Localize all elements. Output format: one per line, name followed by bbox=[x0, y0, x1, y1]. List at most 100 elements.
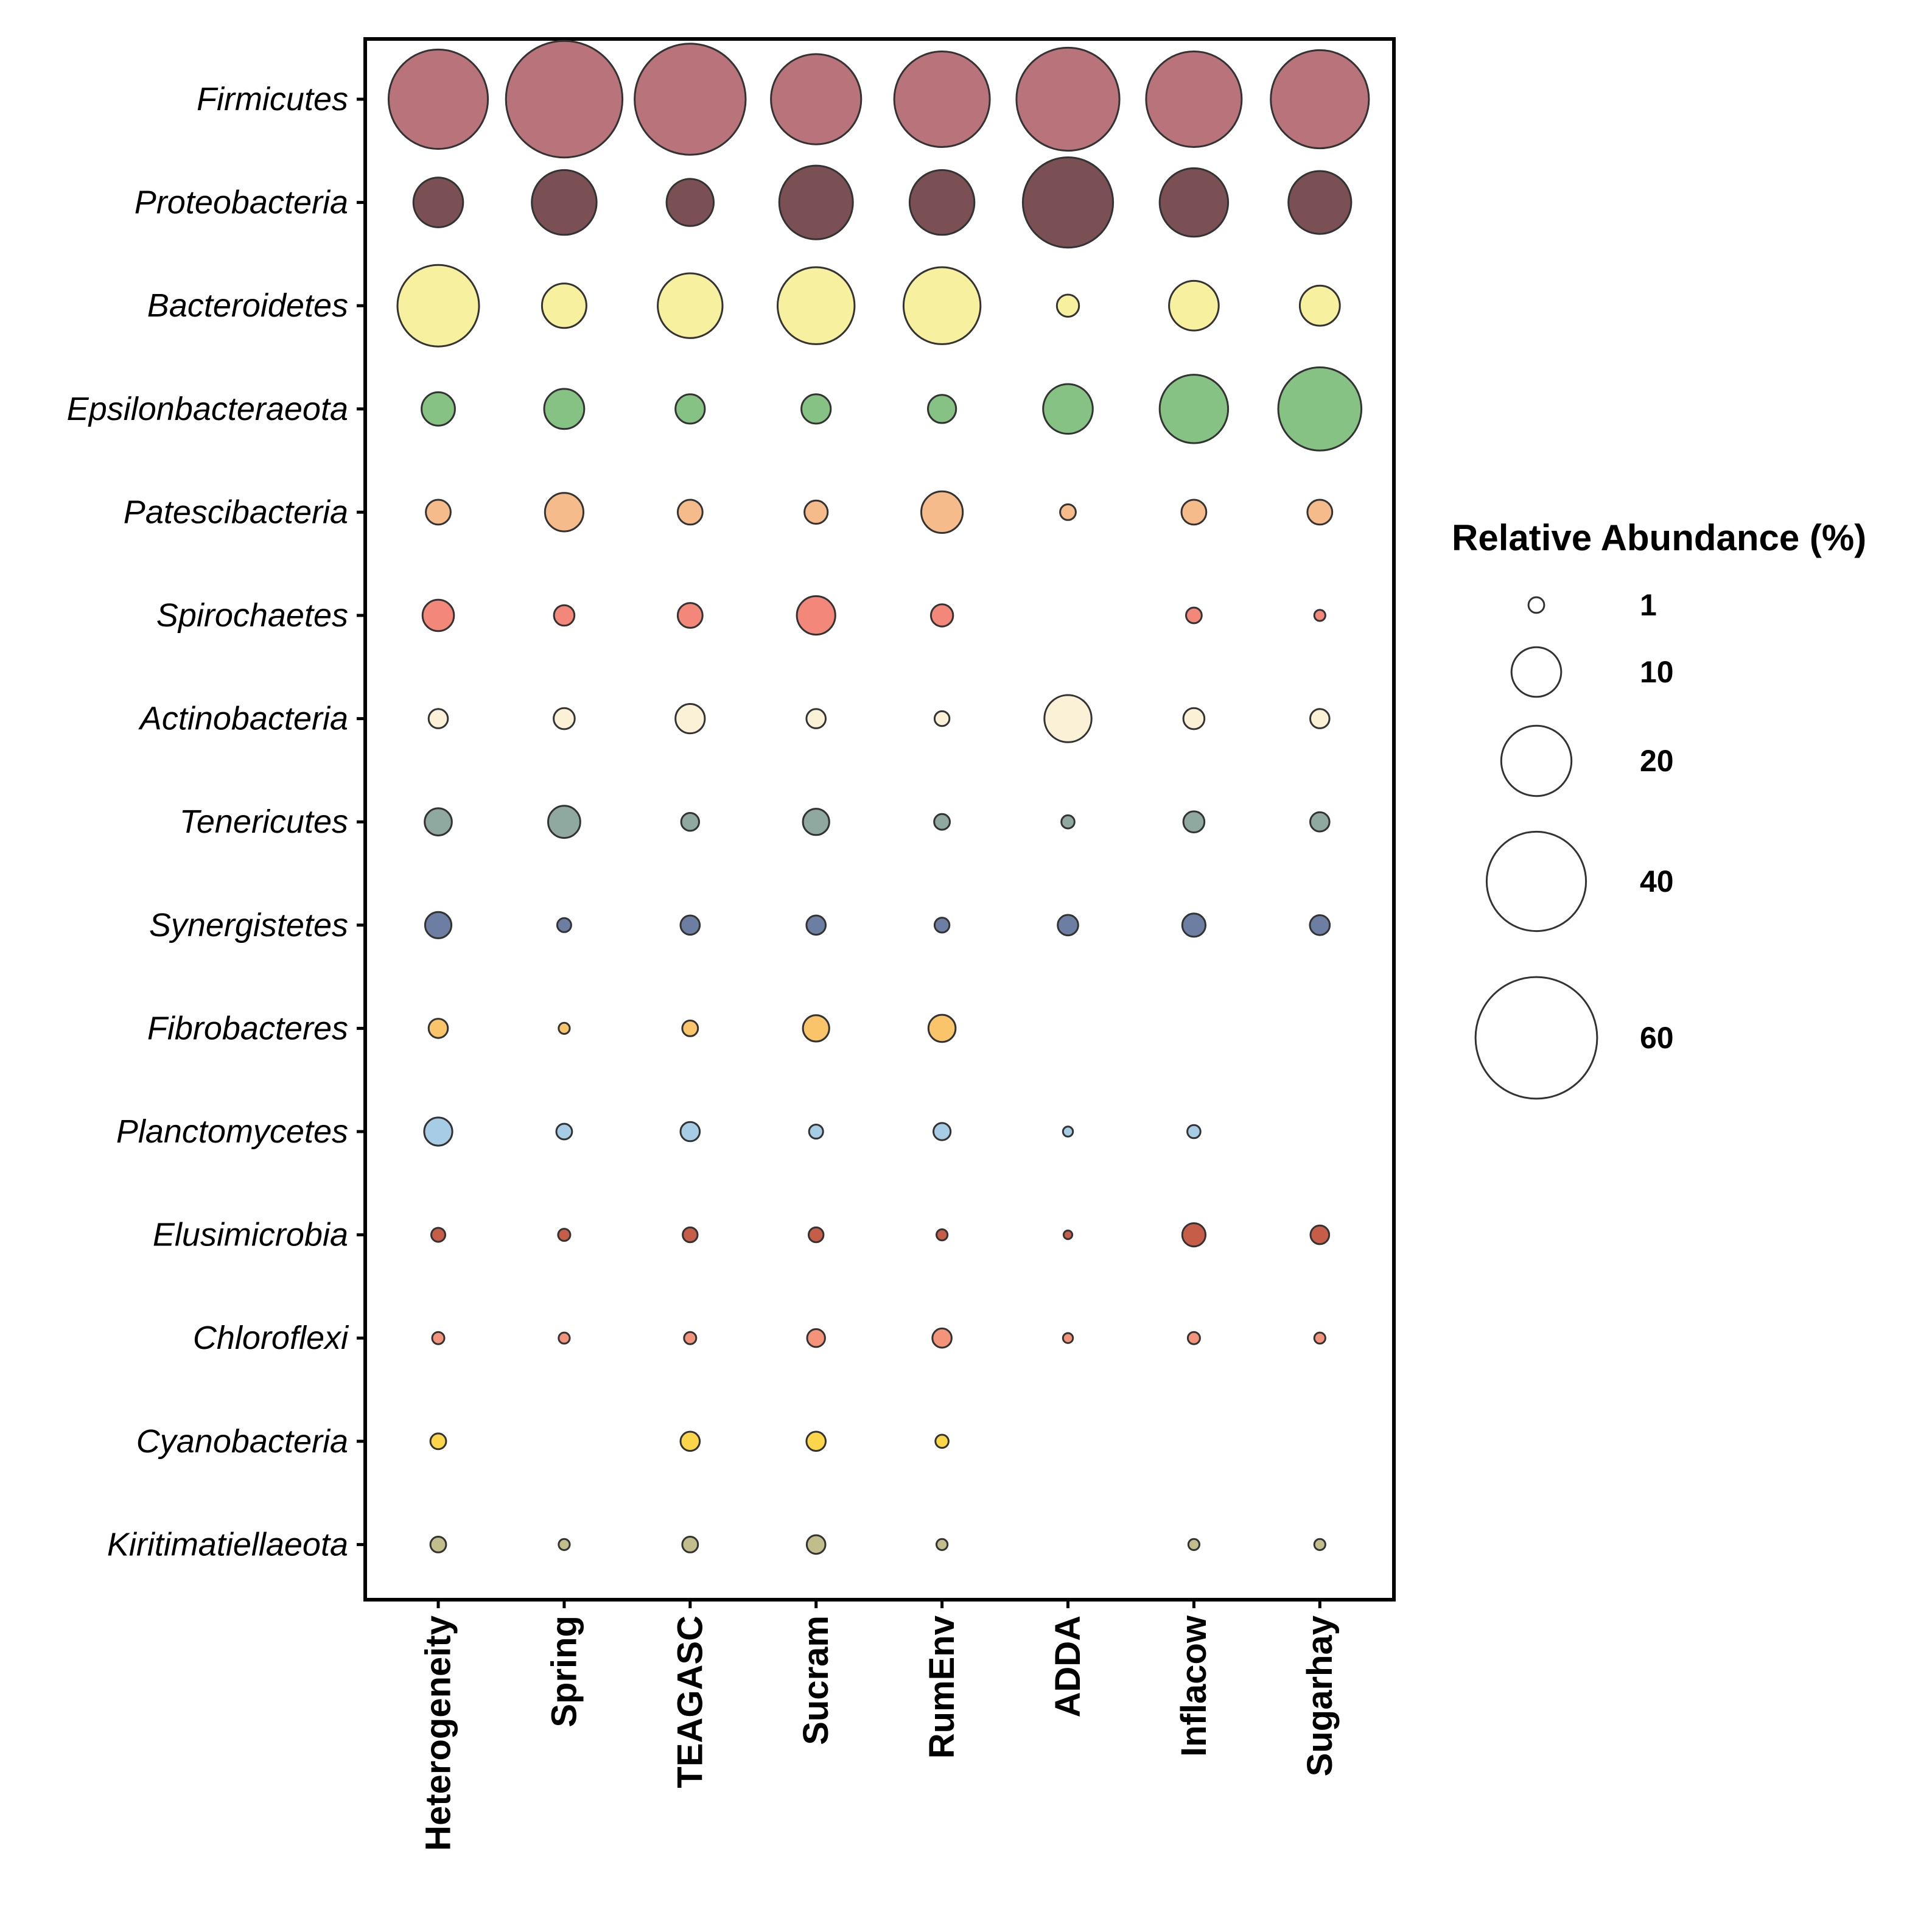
bubble-actinobacteria-spring bbox=[553, 707, 576, 730]
bubble-proteobacteria-sugarhay bbox=[1287, 170, 1353, 235]
y-tick-label-bacteroidetes: Bacteroidetes bbox=[147, 287, 348, 324]
y-tick-label-elusimicrobia: Elusimicrobia bbox=[153, 1217, 348, 1253]
y-tick-label-proteobacteria: Proteobacteria bbox=[135, 184, 348, 221]
bubble-kiritimatiellaeota-sucram bbox=[805, 1534, 827, 1555]
bubble-actinobacteria-inflacow bbox=[1182, 707, 1206, 730]
bubble-tenericutes-rumenv bbox=[933, 813, 951, 831]
bubble-epsilonbacteraeota-sucram bbox=[800, 393, 832, 425]
bubble-bacteroidetes-teagasc bbox=[657, 272, 724, 339]
bubble-proteobacteria-sucram bbox=[778, 164, 854, 240]
legend-size-40 bbox=[1485, 830, 1587, 933]
legend-label-1: 1 bbox=[1640, 588, 1657, 622]
bubble-firmicutes-adda bbox=[1015, 46, 1121, 152]
legend-label-60: 60 bbox=[1640, 1021, 1674, 1055]
legend-size-60 bbox=[1474, 976, 1598, 1100]
bubble-synergistetes-inflacow bbox=[1181, 912, 1207, 938]
bubble-kiritimatiellaeota-heterogeneity bbox=[429, 1536, 447, 1553]
bubble-fibrobacteres-sucram bbox=[802, 1014, 830, 1043]
bubble-actinobacteria-sucram bbox=[805, 708, 827, 729]
bubble-elusimicrobia-rumenv bbox=[936, 1228, 949, 1242]
bubble-chloroflexi-spring bbox=[558, 1331, 571, 1345]
legend-size-1 bbox=[1527, 596, 1545, 614]
y-tick-label-kiritimatiellaeota: Kiritimatiellaeota bbox=[107, 1526, 348, 1563]
bubble-tenericutes-spring bbox=[547, 805, 581, 839]
bubble-chloroflexi-heterogeneity bbox=[431, 1331, 446, 1345]
bubble-kiritimatiellaeota-inflacow bbox=[1187, 1538, 1201, 1551]
bubble-synergistetes-sugarhay bbox=[1309, 914, 1331, 936]
bubble-proteobacteria-inflacow bbox=[1158, 167, 1230, 238]
bubble-firmicutes-spring bbox=[505, 40, 624, 159]
bubble-patescibacteria-rumenv bbox=[920, 490, 964, 534]
bubble-actinobacteria-rumenv bbox=[933, 710, 951, 727]
bubble-firmicutes-sugarhay bbox=[1270, 49, 1370, 150]
bubble-planctomycetes-inflacow bbox=[1186, 1124, 1202, 1140]
x-tick-label-inflacow: Inflacow bbox=[1174, 1615, 1214, 1757]
bubble-bacteroidetes-sugarhay bbox=[1298, 284, 1341, 327]
bubble-patescibacteria-teagasc bbox=[676, 499, 704, 526]
bubble-fibrobacteres-heterogeneity bbox=[427, 1018, 449, 1039]
bubble-tenericutes-heterogeneity bbox=[424, 807, 453, 836]
bubble-actinobacteria-teagasc bbox=[674, 703, 706, 735]
size-legend: Relative Abundance (%) 1 10 20 40 60 bbox=[1452, 517, 1866, 1100]
x-tick-label-teagasc: TEAGASC bbox=[670, 1616, 710, 1788]
bubble-patescibacteria-sugarhay bbox=[1306, 499, 1334, 526]
bubble-cyanobacteria-heterogeneity bbox=[429, 1432, 447, 1451]
y-tick-label-patescibacteria: Patescibacteria bbox=[124, 494, 348, 530]
bubble-firmicutes-rumenv bbox=[893, 51, 991, 148]
bubble-proteobacteria-teagasc bbox=[665, 178, 715, 227]
bubble-epsilonbacteraeota-heterogeneity bbox=[421, 391, 456, 427]
bubble-synergistetes-sucram bbox=[805, 914, 827, 936]
bubble-bacteroidetes-adda bbox=[1055, 293, 1080, 318]
legend-label-40: 40 bbox=[1640, 864, 1674, 898]
bubble-planctomycetes-teagasc bbox=[679, 1121, 701, 1143]
bubble-planctomycetes-rumenv bbox=[933, 1122, 952, 1141]
bubble-epsilonbacteraeota-teagasc bbox=[674, 393, 706, 425]
legend-title: Relative Abundance (%) bbox=[1452, 517, 1866, 558]
bubble-planctomycetes-spring bbox=[555, 1122, 573, 1141]
x-axis: Heterogeneity Spring TEAGASC Sucram RumEnv AD… bbox=[419, 1600, 1340, 1851]
bubble-firmicutes-teagasc bbox=[634, 43, 747, 156]
bubble-kiritimatiellaeota-teagasc bbox=[681, 1536, 699, 1553]
bubble-firmicutes-inflacow bbox=[1145, 51, 1243, 148]
bubble-epsilonbacteraeota-rumenv bbox=[927, 394, 957, 424]
bubble-planctomycetes-heterogeneity bbox=[423, 1116, 453, 1147]
bubble-kiritimatiellaeota-spring bbox=[558, 1538, 571, 1551]
bubble-epsilonbacteraeota-inflacow bbox=[1158, 374, 1230, 444]
bubble-synergistetes-heterogeneity bbox=[424, 911, 453, 939]
x-tick-label-sucram: Sucram bbox=[796, 1616, 836, 1745]
bubble-chloroflexi-inflacow bbox=[1186, 1331, 1201, 1345]
bubble-spirochaetes-rumenv bbox=[929, 603, 954, 628]
bubble-planctomycetes-sucram bbox=[808, 1124, 824, 1140]
bubble-actinobacteria-adda bbox=[1043, 694, 1093, 743]
bubble-proteobacteria-spring bbox=[531, 169, 598, 236]
bubble-spirochaetes-sugarhay bbox=[1313, 609, 1326, 622]
bubble-patescibacteria-inflacow bbox=[1180, 499, 1208, 526]
bubble-tenericutes-sucram bbox=[802, 808, 830, 836]
x-tick-label-rumenv: RumEnv bbox=[922, 1616, 962, 1759]
bubble-fibrobacteres-teagasc bbox=[681, 1020, 699, 1037]
bubble-spirochaetes-inflacow bbox=[1185, 606, 1203, 625]
bubble-fibrobacteres-rumenv bbox=[927, 1014, 957, 1043]
y-tick-label-cyanobacteria: Cyanobacteria bbox=[136, 1423, 348, 1460]
bubble-epsilonbacteraeota-spring bbox=[543, 388, 586, 430]
y-tick-label-synergistetes: Synergistetes bbox=[149, 907, 348, 943]
bubble-elusimicrobia-teagasc bbox=[682, 1226, 699, 1244]
bubble-patescibacteria-adda bbox=[1059, 503, 1077, 521]
bubble-spirochaetes-spring bbox=[553, 604, 576, 627]
y-tick-label-fibrobacteres: Fibrobacteres bbox=[147, 1010, 348, 1046]
bubble-tenericutes-inflacow bbox=[1182, 810, 1206, 833]
bubble-chloroflexi-sucram bbox=[806, 1328, 826, 1348]
y-axis: Firmicutes Proteobacteria Bacteroidetes Eps… bbox=[67, 81, 365, 1563]
bubble-elusimicrobia-sugarhay bbox=[1309, 1224, 1331, 1245]
bubble-synergistetes-adda bbox=[1057, 914, 1079, 937]
bubble-proteobacteria-adda bbox=[1021, 156, 1115, 249]
plot-panel bbox=[363, 37, 1396, 1602]
bubble-elusimicrobia-inflacow bbox=[1181, 1222, 1207, 1248]
y-tick-label-firmicutes: Firmicutes bbox=[197, 81, 348, 117]
y-tick-label-spirochaetes: Spirochaetes bbox=[156, 597, 348, 634]
bubble-elusimicrobia-spring bbox=[557, 1228, 572, 1242]
x-tick-label-sugarhay: Sugarhay bbox=[1300, 1616, 1340, 1776]
bubble-cyanobacteria-rumenv bbox=[934, 1434, 950, 1449]
legend-size-20 bbox=[1500, 724, 1573, 797]
